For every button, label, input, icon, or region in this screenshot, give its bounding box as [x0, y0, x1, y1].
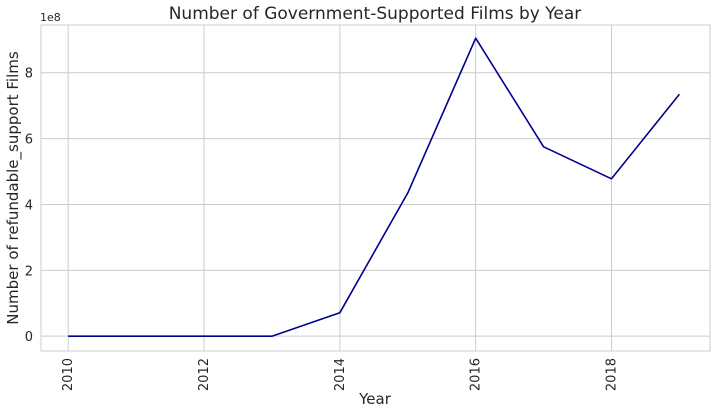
y-offset-label: 1e8: [40, 11, 61, 24]
series-line: [68, 37, 681, 338]
x-tick-label: 2014: [333, 358, 348, 391]
tick-labels: 2010 2012 2014 2016 2018 0 2 4 6 8: [25, 67, 620, 391]
y-tick-label: 8: [25, 67, 33, 82]
y-axis-label: Number of refundable_support Films: [4, 51, 23, 325]
y-tick-label: 2: [25, 264, 33, 279]
x-tick-label: 2016: [469, 358, 484, 391]
y-tick-label: 4: [25, 198, 33, 213]
plot-area: [40, 24, 711, 352]
series-layer: [68, 37, 681, 338]
x-tick-label: 2012: [197, 358, 212, 391]
chart-title: Number of Government-Supported Films by …: [169, 4, 582, 24]
y-tick-label: 0: [25, 330, 33, 345]
x-tick-label: 2010: [61, 358, 76, 391]
x-tick-label: 2018: [605, 358, 620, 391]
x-axis-label: Year: [358, 390, 392, 408]
y-tick-label: 6: [25, 133, 33, 148]
